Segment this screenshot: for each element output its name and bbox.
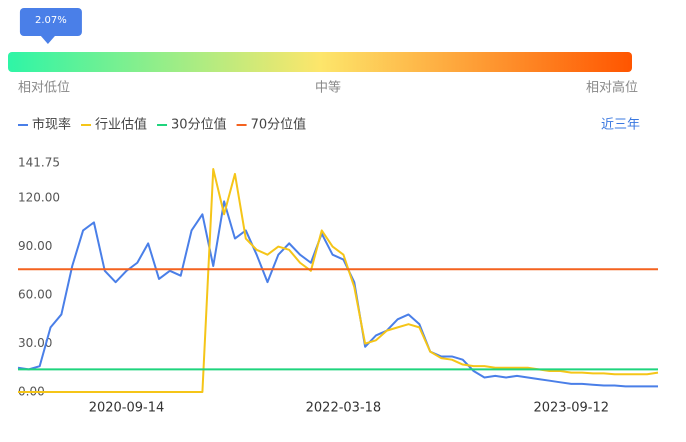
scale-label: 相对低位: [18, 81, 70, 96]
x-tick-label: 2020-09-14: [89, 401, 165, 416]
legend-label: 行业估值: [95, 117, 147, 133]
y-tick-label: 141.75: [18, 156, 60, 170]
range-selector[interactable]: 近三年: [601, 118, 640, 133]
y-tick-label: 30.00: [18, 336, 52, 350]
marker-pointer: [40, 36, 55, 44]
legend-label: 市现率: [32, 117, 71, 133]
legend-label: 30分位值: [171, 117, 227, 133]
series-line: [17, 200, 658, 388]
x-tick-label: 2022-03-18: [306, 401, 382, 416]
scale-label: 中等: [315, 80, 341, 96]
series-line: [18, 168, 659, 393]
marker-bubble: [19, 8, 82, 36]
y-tick-label: 60.00: [18, 288, 52, 302]
y-tick-label: 120.00: [18, 191, 60, 205]
scale-label: 相对高位: [586, 80, 638, 96]
x-tick-label: 2023-09-12: [533, 401, 609, 416]
legend-label: 70分位值: [251, 117, 307, 133]
y-tick-label: 90.00: [18, 239, 52, 253]
scale-bar: [8, 52, 632, 72]
marker-label: 2.07%: [35, 15, 67, 26]
